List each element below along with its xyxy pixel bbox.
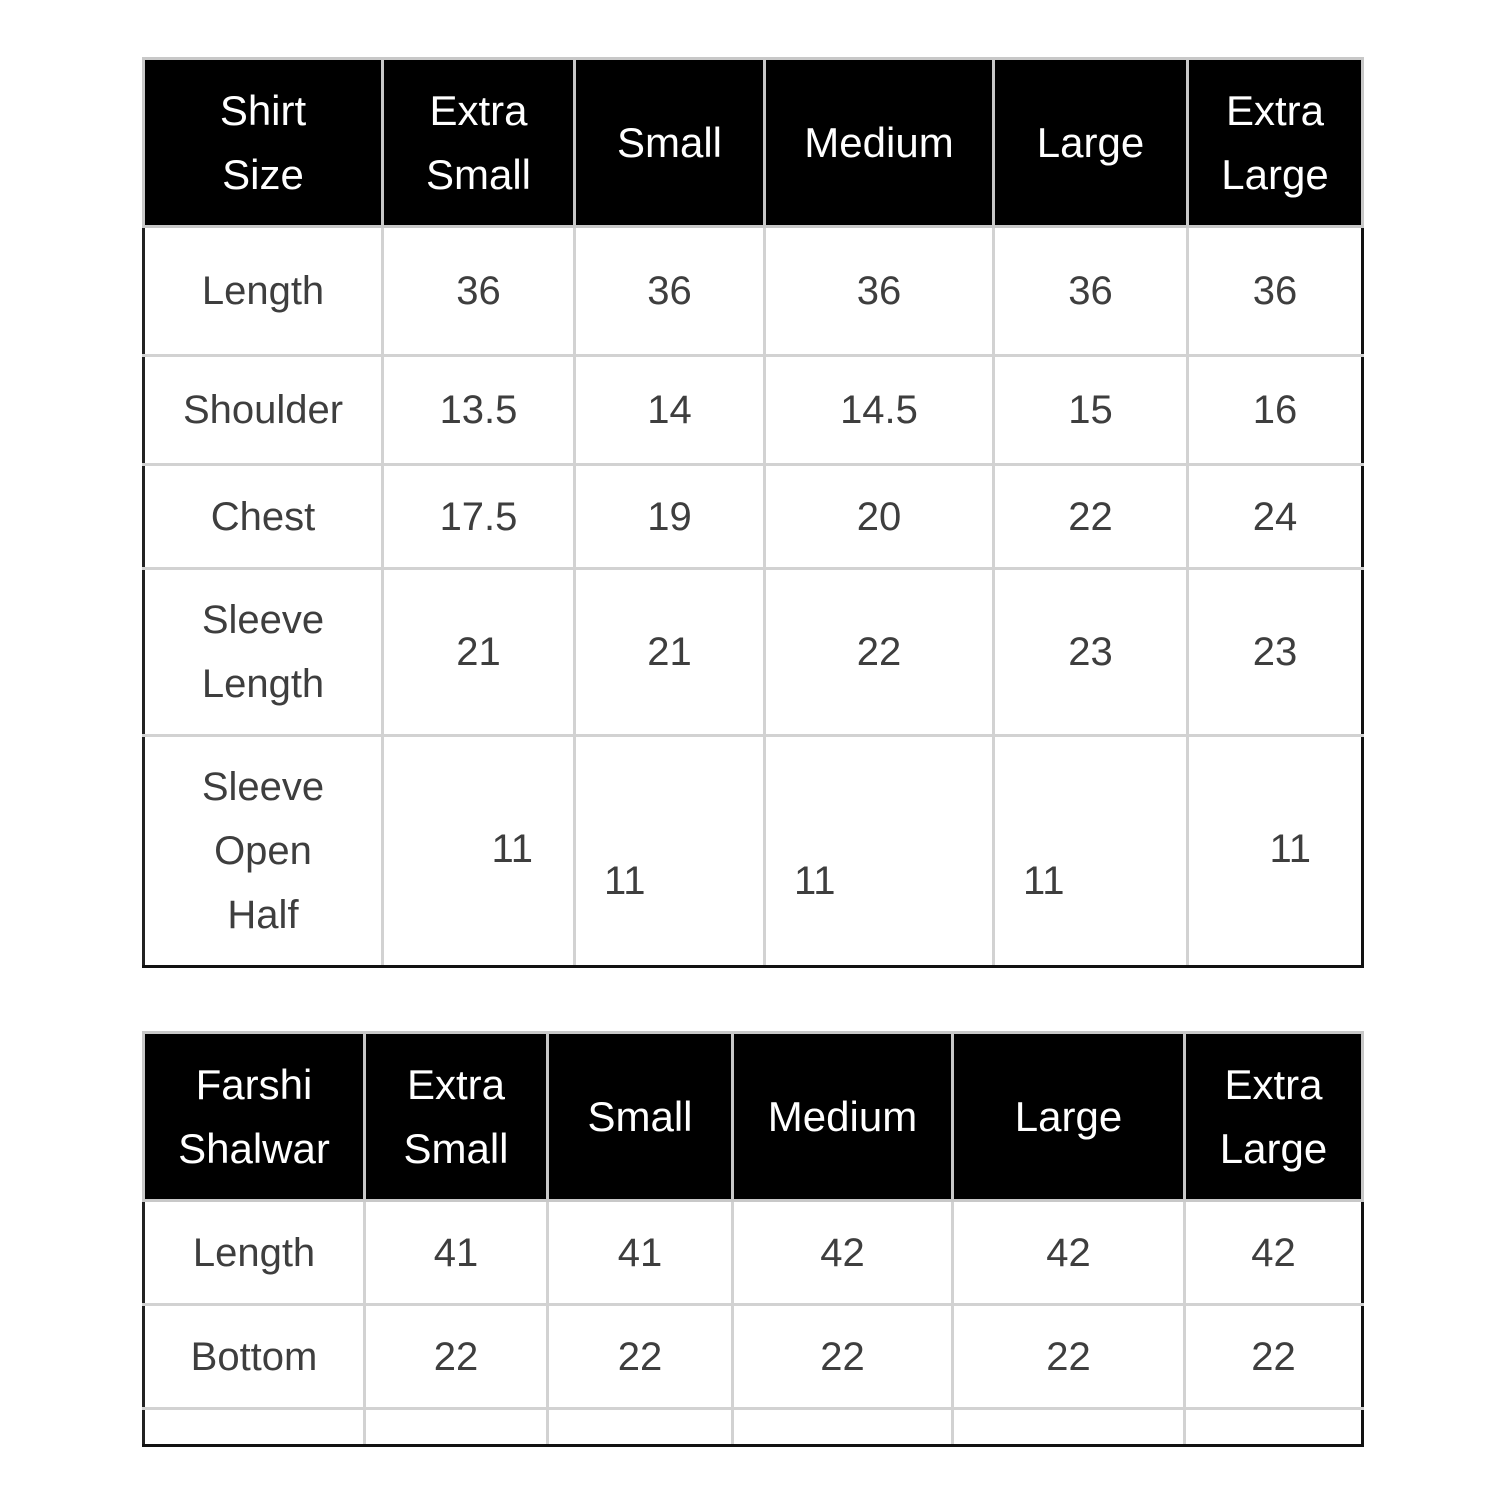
column-header: Extra Small [363,1031,549,1202]
table-cell: 20 [763,463,995,570]
table-cell: 22 [546,1303,734,1410]
row-label: Chest [142,463,384,570]
header-row: Shirt Size Extra Small Small Medium Large Ext… [142,57,1364,228]
column-header: Large [951,1031,1186,1202]
table-cell: 22 [992,463,1189,570]
table-cell [363,1407,549,1447]
table-row: Length 36 36 36 36 36 [142,225,1364,357]
table-cell: 22 [951,1303,1186,1410]
column-header: Shirt Size [142,57,384,228]
header-row: Farshi Shalwar Extra Small Small Medium Larg… [142,1031,1364,1202]
column-header: Small [546,1031,734,1202]
column-header: Medium [731,1031,954,1202]
table-row: Shoulder 13.5 14 14.5 15 16 [142,354,1364,466]
table-cell: 11 [992,734,1189,968]
row-label: Length [142,225,384,357]
table-cell: 42 [731,1199,954,1306]
table-cell: 21 [381,567,576,737]
table-cell: 13.5 [381,354,576,466]
table-row [142,1407,1364,1447]
table-cell: 36 [573,225,766,357]
shirt-size-table: Shirt Size Extra Small Small Medium Large Ext… [142,57,1364,968]
table-cell: 21 [573,567,766,737]
table-cell: 16 [1186,354,1364,466]
table-cell [951,1407,1186,1447]
column-header: Extra Small [381,57,576,228]
table-cell: 15 [992,354,1189,466]
table-row: Length 41 41 42 42 42 [142,1199,1364,1306]
shalwar-size-table: Farshi Shalwar Extra Small Small Medium Larg… [142,1031,1364,1447]
table-cell: 22 [763,567,995,737]
table-cell: 17.5 [381,463,576,570]
row-label: Shoulder [142,354,384,466]
column-header: Farshi Shalwar [142,1031,366,1202]
table-cell: 23 [992,567,1189,737]
table-cell: 11 [573,734,766,968]
table-cell: 11 [381,734,576,968]
row-label: Bottom [142,1303,366,1410]
table-cell: 36 [1186,225,1364,357]
table-row: Sleeve Open Half 11 11 11 11 11 [142,734,1364,968]
table-cell: 36 [992,225,1189,357]
row-label [142,1407,366,1447]
table-cell: 42 [1183,1199,1364,1306]
table-row: Chest 17.5 19 20 22 24 [142,463,1364,570]
column-header: Extra Large [1183,1031,1364,1202]
column-header: Extra Large [1186,57,1364,228]
column-header: Medium [763,57,995,228]
table-cell [546,1407,734,1447]
table-row: Bottom 22 22 22 22 22 [142,1303,1364,1410]
table-cell: 22 [731,1303,954,1410]
table-row: Sleeve Length 21 21 22 23 23 [142,567,1364,737]
table-cell: 36 [381,225,576,357]
table-cell: 22 [363,1303,549,1410]
table-cell: 41 [546,1199,734,1306]
table-cell [731,1407,954,1447]
row-label: Length [142,1199,366,1306]
table-cell: 42 [951,1199,1186,1306]
table-cell: 36 [763,225,995,357]
row-label: Sleeve Open Half [142,734,384,968]
column-header: Large [992,57,1189,228]
row-label: Sleeve Length [142,567,384,737]
table-cell: 23 [1186,567,1364,737]
table-cell: 22 [1183,1303,1364,1410]
table-cell: 14.5 [763,354,995,466]
column-header: Small [573,57,766,228]
table-cell: 19 [573,463,766,570]
table-cell: 41 [363,1199,549,1306]
table-cell: 11 [1186,734,1364,968]
table-cell: 11 [763,734,995,968]
table-cell [1183,1407,1364,1447]
table-cell: 24 [1186,463,1364,570]
table-cell: 14 [573,354,766,466]
